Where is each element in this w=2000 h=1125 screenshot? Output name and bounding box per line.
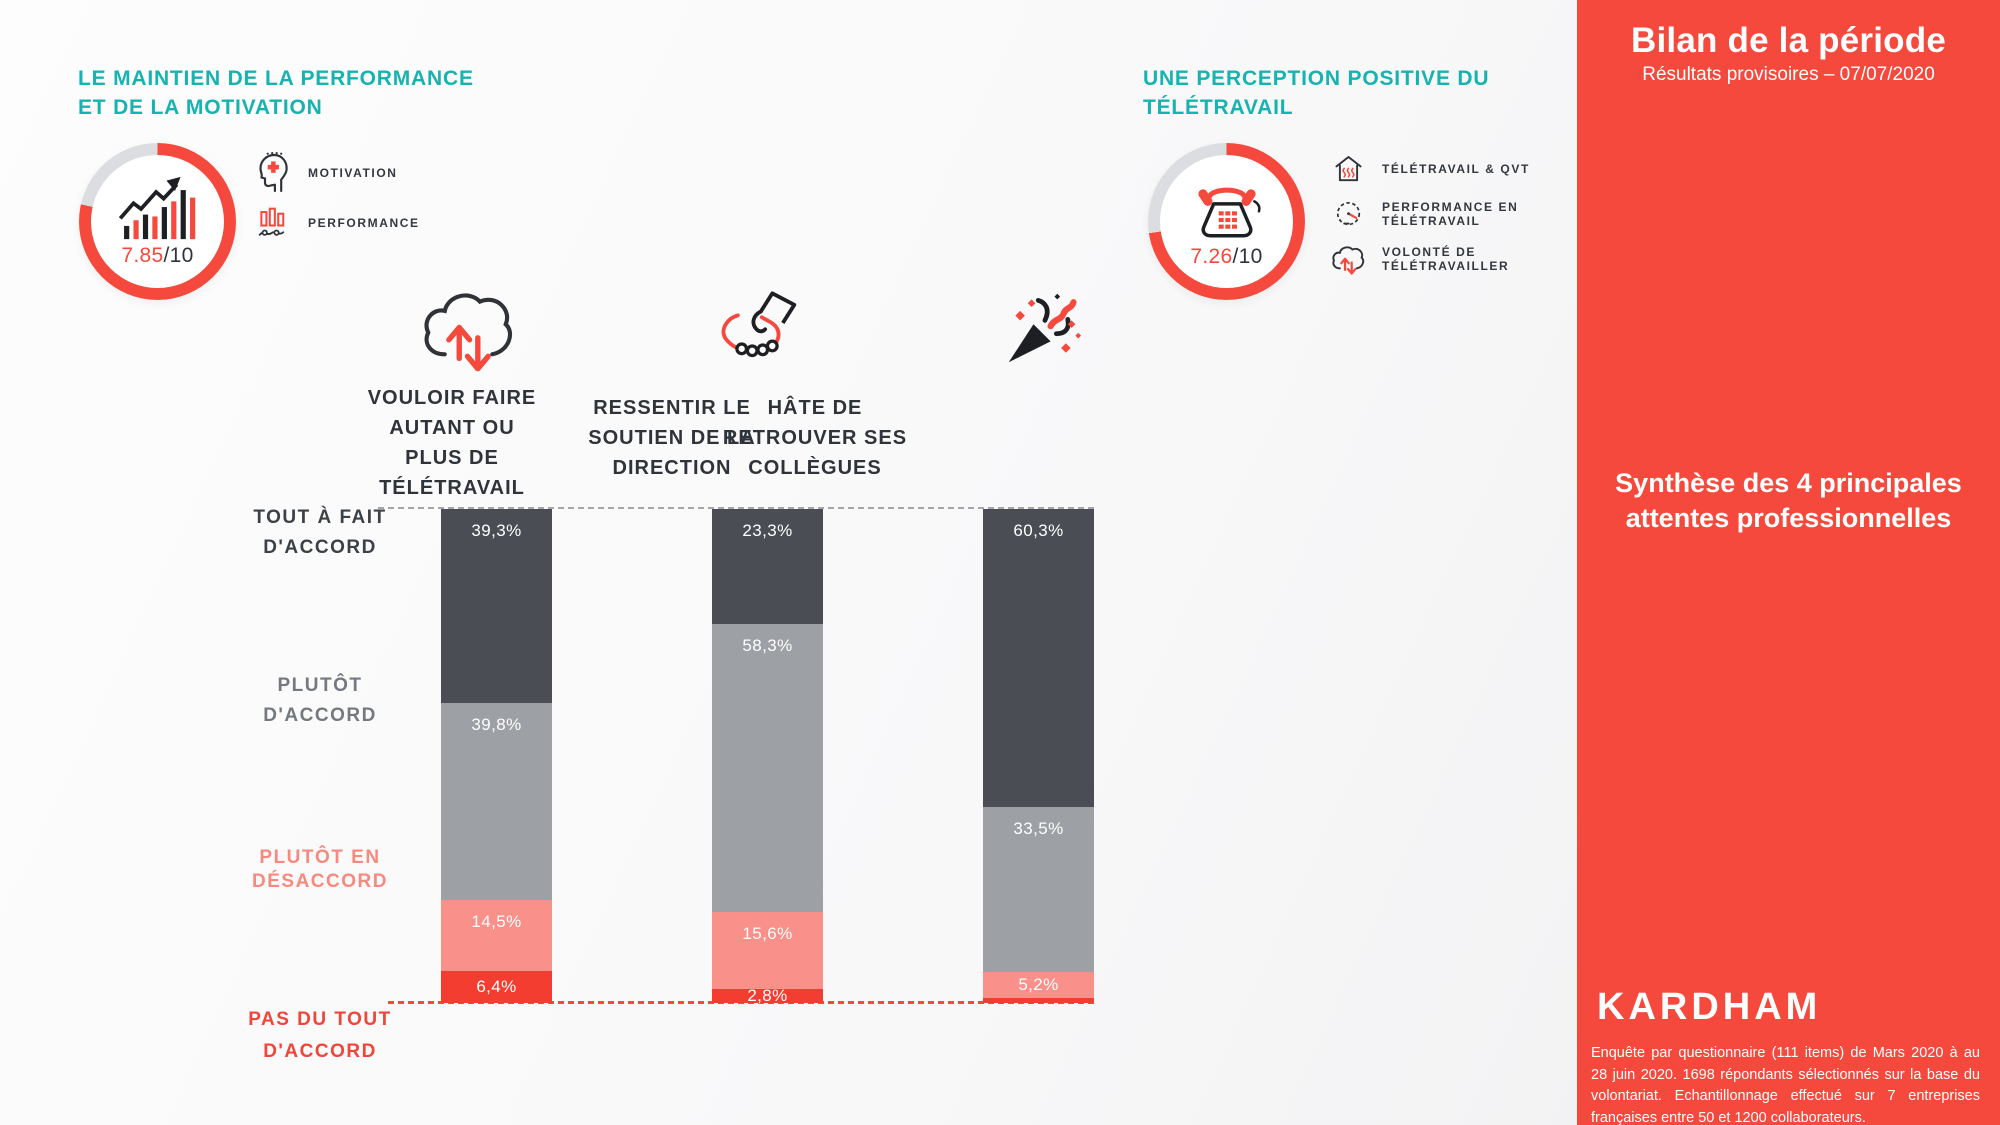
sidebar-subtitle: Résultats provisoires – 07/07/2020 [1642,64,1935,85]
section-title-line: ET DE LA MOTIVATION [78,96,323,119]
segment-value-label: 23,3% [742,521,793,540]
column-header: VOULOIR FAIRE AUTANT OU PLUS DE TÉLÉTRAVAIL [367,387,537,499]
segment-value-label: 2,8% [747,986,788,1006]
section-title-performance: LE MAINTIEN DE LA PERFORMANCE ET DE LA M… [78,64,474,122]
house-heat-icon [1328,154,1368,184]
handshake-icon [713,288,801,358]
bar-segment: 39,3% [441,509,552,704]
growth-chart-icon [118,176,195,240]
legend-label: PERFORMANCE EN TÉLÉTRAVAIL [1382,200,1519,228]
bar-segment: 2,8% [712,986,823,1006]
bar-segment: 15,6% [712,912,823,990]
performance-icon [254,207,294,239]
legend-label: MOTIVATION [308,166,398,180]
speedometer-icon [1328,200,1368,229]
segment-value-label: 6,4% [476,977,517,997]
segment-value-label: 15,6% [742,924,793,944]
bar-segment: 39,8% [441,703,552,900]
chart-top-dashed-line [378,507,1095,509]
segment-value-label: 5,2% [1018,975,1059,995]
legend-label: VOLONTÉ DE TÉLÉTRAVAILLER [1382,245,1510,273]
legend-item-performance-teletravail: PERFORMANCE EN TÉLÉTRAVAIL [1328,195,1530,233]
row-label: PAS DU TOUT D'ACCORD [248,1009,392,1062]
performance-legend: MOTIVATION PERFORMANCE [254,152,420,242]
bar-segment: 60,3% [983,509,1094,807]
sidebar-highlight: Synthèse des 4 principales attentes prof… [1615,468,1962,533]
telephone-icon [1197,187,1261,238]
sidebar-footnote: Enquête par questionnaire (111 items) de… [1591,1045,1980,1125]
cloud-arrows-icon [420,286,515,373]
section-title-line: LE MAINTIEN DE LA PERFORMANCE [78,67,474,90]
bar-segment [983,998,1094,1003]
performance-score-gauge: 7.85/10 [79,143,236,300]
gauge-inner: 7.85/10 [91,155,224,288]
row-label: PLUTÔT EN DÉSACCORD [252,847,388,892]
legend-item-volonte: VOLONTÉ DE TÉLÉTRAVAILLER [1328,240,1530,278]
legend-label: PERFORMANCE [308,216,420,230]
bar-segment: 14,5% [441,899,552,972]
bar-segment: 23,3% [712,509,823,625]
motivation-icon [254,152,294,194]
bar-segment: 6,4% [441,971,552,1003]
segment-value-label: 14,5% [471,911,522,931]
kardham-logo: KARDHAM [1597,986,1822,1028]
segment-value-label: 39,3% [471,521,522,540]
row-label: PLUTÔT D'ACCORD [263,675,377,726]
segment-value-label: 39,8% [471,715,522,735]
legend-item-qvt: TÉLÉTRAVAIL & QVT [1328,150,1530,188]
segment-value-label: 58,3% [742,636,793,656]
sidebar: Bilan de la période Résultats provisoire… [1577,0,2000,1125]
score-value: 7.85/10 [121,244,194,267]
legend-label: TÉLÉTRAVAIL & QVT [1382,162,1530,176]
segment-value-label: 60,3% [1013,521,1064,540]
stacked-bar: 60,3% 33,5% 5,2% [983,509,1094,1003]
column-header: RESSENTIR LE SOUTIEN DE LA DIRECTION [588,397,756,479]
cloud-arrows-icon [1328,244,1368,275]
sidebar-title: Bilan de la période [1631,21,1946,60]
bar-segment: 5,2% [983,972,1094,999]
gauge-inner: 7.26/10 [1160,155,1293,288]
row-label: TOUT À FAIT D'ACCORD [253,507,387,558]
section-title-teletravail: UNE PERCEPTION POSITIVE DU TÉLÉTRAVAIL [1143,64,1489,122]
legend-item-motivation: MOTIVATION [254,152,420,194]
bar-segment: 58,3% [712,624,823,913]
stacked-bar: 23,3% 58,3% 15,6% 2,8% [712,509,823,1006]
legend-item-performance: PERFORMANCE [254,204,420,242]
teletravail-legend: TÉLÉTRAVAIL & QVT PERFORMANCE EN TÉLÉTRA… [1328,150,1530,278]
column-header: HÂTE DE RETROUVER SES COLLÈGUES [722,397,908,479]
segment-value-label: 33,5% [1013,818,1064,838]
party-popper-icon [1003,288,1083,368]
score-value: 7.26/10 [1190,245,1263,268]
section-title-line: TÉLÉTRAVAIL [1143,96,1294,119]
bar-segment: 33,5% [983,806,1094,973]
section-title-line: UNE PERCEPTION POSITIVE DU [1143,67,1490,90]
teletravail-score-gauge: 7.26/10 [1148,143,1305,300]
stacked-bar: 39,3% 39,8% 14,5% 6,4% [441,509,552,1003]
